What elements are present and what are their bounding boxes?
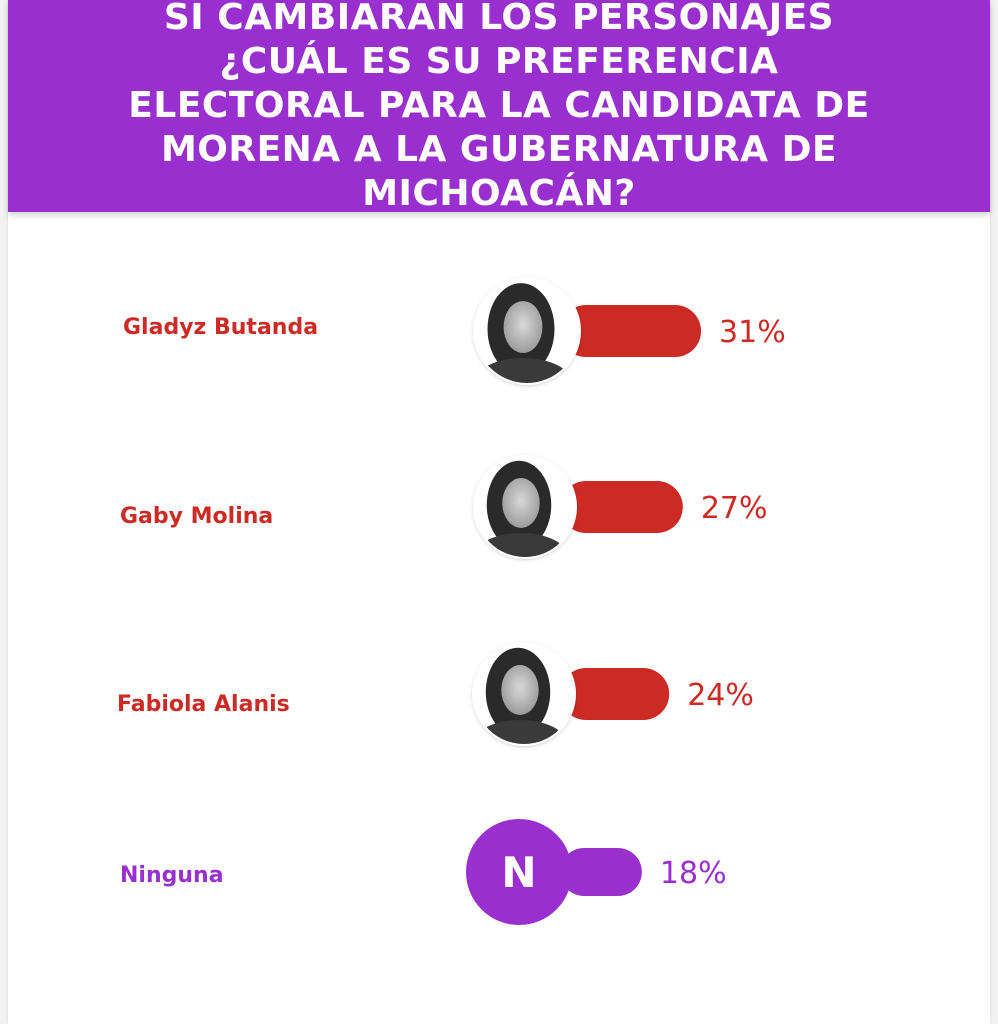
chart-title: SI CAMBIARAN LOS PERSONAJES ¿CUÁL ES SU …: [128, 0, 870, 214]
value-label: 24%: [687, 678, 754, 713]
chart-row: Fabiola Alanis 24%: [117, 642, 754, 746]
value-label: 18%: [660, 856, 727, 891]
title-banner: SI CAMBIARAN LOS PERSONAJES ¿CUÁL ES SU …: [8, 0, 990, 214]
photo-portrait: [474, 647, 567, 744]
bar: [560, 668, 670, 720]
bar: [560, 305, 702, 357]
category-label: Ninguna: [120, 863, 224, 888]
photo-portrait: [475, 283, 572, 383]
bar: [560, 481, 683, 533]
chart-row: Gladyz Butanda 31%: [123, 277, 786, 385]
face-shape: [502, 478, 540, 528]
candidate-photo: [473, 277, 581, 385]
shoulders-shape: [475, 533, 568, 557]
bar: [560, 848, 642, 896]
value-label: 31%: [719, 315, 786, 350]
chart-row: Ninguna N 18%: [120, 819, 727, 925]
candidate-photo: [473, 455, 577, 559]
face-shape: [501, 665, 539, 715]
face-shape: [503, 301, 543, 353]
category-label: Gaby Molina: [120, 504, 273, 529]
shoulders-shape: [475, 358, 572, 383]
category-label: Fabiola Alanis: [117, 692, 290, 717]
category-label: Gladyz Butanda: [123, 315, 318, 340]
photo-portrait: [475, 460, 568, 557]
value-label: 27%: [701, 491, 768, 526]
badge-letter: N: [501, 848, 536, 897]
chart-row: Gaby Molina 27%: [120, 455, 768, 559]
shoulders-shape: [474, 720, 567, 744]
none-badge: [466, 819, 572, 925]
candidate-photo: [472, 642, 576, 746]
